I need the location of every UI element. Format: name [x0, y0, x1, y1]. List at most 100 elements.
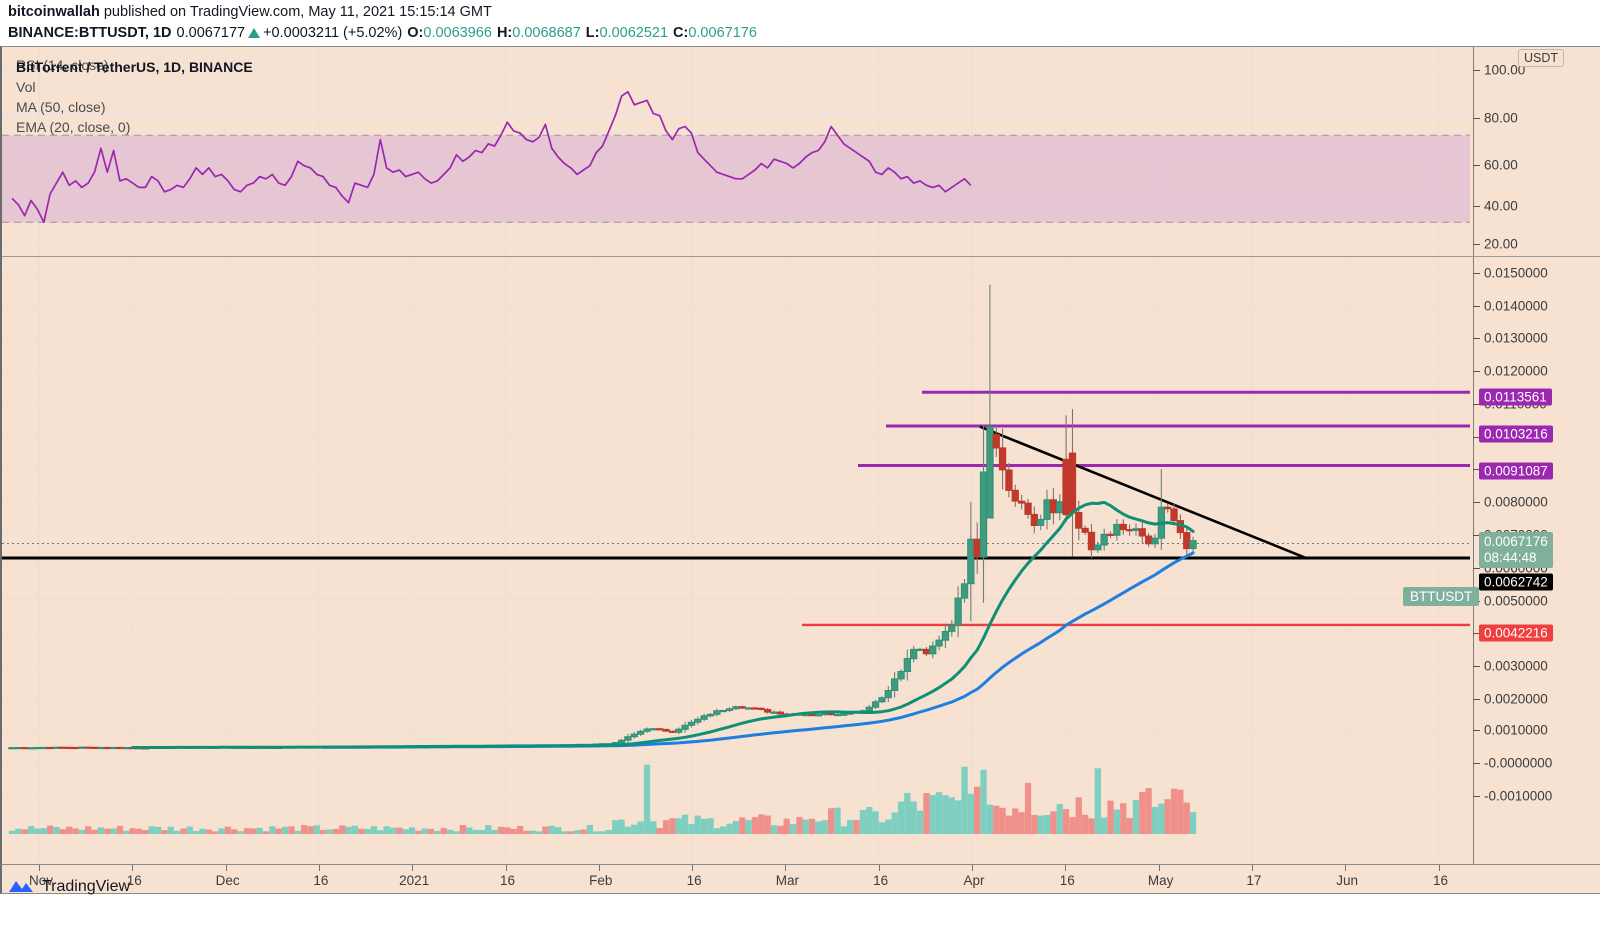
axis-tick	[1473, 306, 1480, 307]
time-axis[interactable]: Nov 16 Dec 16 2021 16 Feb 16 Mar 16 Apr 16 May 17 Jun 1…	[0, 864, 1470, 894]
price-axis-label: -0.0000000	[1484, 755, 1553, 771]
time-axis-label: 16	[686, 873, 702, 888]
rsi-plot	[2, 47, 1470, 256]
rsi-axis-label: 60.00	[1484, 157, 1518, 173]
chart-header: bitcoinwallah published on TradingView.c…	[0, 0, 1600, 46]
axis-tick	[1473, 568, 1480, 569]
chart-shell: RSI (14, close) BitTorrent / TetherUS, 1…	[0, 46, 1600, 894]
time-axis-tick	[1158, 865, 1160, 871]
axis-tick	[1473, 70, 1480, 71]
symbol-label[interactable]: BINANCE:BTTUSDT, 1D	[8, 25, 172, 41]
axis-tick	[1473, 502, 1480, 503]
price-axis-label: 0.0150000	[1484, 265, 1548, 281]
axis-tick	[1473, 699, 1480, 700]
axis-tick	[1473, 404, 1480, 405]
currency-unit-chip: USDT	[1518, 49, 1565, 67]
axis-corner	[1470, 864, 1600, 894]
time-axis-tick	[1251, 865, 1253, 871]
time-axis-tick	[132, 865, 134, 871]
chart-price-tag[interactable]: BTTUSDT	[1403, 587, 1480, 606]
axis-tick	[1473, 206, 1480, 207]
price-axis-label: 0.0120000	[1484, 363, 1548, 379]
tradingview-footer[interactable]: TradingView	[8, 872, 130, 902]
price-axis[interactable]: USDT 100.00 80.00 60.00 40.00 20.00 0.01…	[1470, 46, 1600, 865]
time-axis-label: Nov	[28, 873, 54, 888]
close-key: C:	[673, 25, 689, 41]
author-name: bitcoinwallah	[8, 4, 100, 20]
time-axis-tick	[692, 865, 694, 871]
time-axis-label: 16	[313, 873, 329, 888]
axis-tick	[1473, 796, 1480, 797]
price-axis-label: 0.0140000	[1484, 298, 1548, 314]
tradingview-brand-label: TradingView	[42, 878, 131, 895]
resistance-2-badge[interactable]: 0.0103216	[1479, 425, 1553, 443]
axis-tick	[1473, 118, 1480, 119]
time-axis-label: Apr	[963, 873, 985, 888]
time-axis-tick	[598, 865, 600, 871]
price-plot	[2, 257, 1470, 863]
time-axis-label: 16	[499, 873, 516, 888]
high-key: H:	[496, 25, 513, 41]
time-axis-tick	[972, 865, 973, 871]
time-axis-label: 16	[1432, 873, 1449, 888]
time-axis-label: Feb	[589, 873, 613, 888]
last-price-badge[interactable]: 0.0067176 08:44:48	[1479, 532, 1553, 568]
tradingview-logo-icon	[9, 881, 33, 892]
axis-divider	[1470, 256, 1600, 257]
time-axis-tick	[878, 865, 880, 871]
rsi-axis-label: 40.00	[1484, 198, 1518, 214]
publication-line: bitcoinwallah published on TradingView.c…	[8, 4, 492, 21]
axis-spine	[1473, 47, 1474, 865]
price-axis-label: 0.0080000	[1484, 494, 1548, 510]
price-axis-label: 0.0020000	[1484, 691, 1548, 707]
axis-tick	[1473, 273, 1480, 274]
resistance-1-badge[interactable]: 0.0113561	[1479, 388, 1552, 406]
published-text: published on TradingView.com, May 11, 20…	[99, 4, 492, 20]
price-axis-label: 0.0010000	[1484, 722, 1548, 738]
support-black-badge[interactable]: 0.0062742	[1479, 573, 1553, 591]
symbol-quote-line: BINANCE:BTTUSDT, 1D 0.0067177 +0.0003211 (…	[8, 25, 757, 42]
time-axis-label: Jun	[1336, 873, 1359, 888]
open-key: O:	[407, 25, 424, 41]
rsi-axis-label: 20.00	[1484, 236, 1518, 252]
time-axis-tick	[1438, 865, 1440, 871]
time-axis-tick	[225, 865, 227, 871]
price-axis-label: -0.0010000	[1484, 788, 1553, 804]
last-price-value: 0.0067177	[176, 25, 246, 41]
pane-divider[interactable]	[2, 256, 1470, 257]
open-value: 0.0063966	[423, 25, 492, 41]
low-value: 0.0062521	[599, 25, 669, 41]
axis-tick	[1473, 763, 1480, 764]
axis-tick	[1473, 371, 1480, 372]
chart-panes[interactable]: RSI (14, close) BitTorrent / TetherUS, 1…	[0, 46, 1470, 864]
time-axis-label: 16	[1059, 873, 1075, 888]
rsi-pane[interactable]	[2, 47, 1470, 256]
axis-tick	[1473, 469, 1480, 470]
rsi-axis-label: 80.00	[1484, 110, 1518, 126]
time-axis-tick	[39, 865, 40, 871]
last-price-value: 0.0067176	[1484, 534, 1548, 549]
time-axis-label: Mar	[775, 873, 800, 888]
time-axis-label: 16	[873, 873, 889, 888]
time-axis-label: 17	[1246, 873, 1262, 888]
time-axis-label: 16	[126, 873, 142, 888]
price-pane[interactable]	[2, 257, 1470, 863]
axis-tick	[1473, 666, 1480, 667]
support-red-badge[interactable]: 0.0042216	[1479, 624, 1553, 642]
price-axis-label: 0.0050000	[1484, 593, 1548, 609]
time-axis-tick	[318, 865, 320, 871]
axis-tick	[1473, 244, 1480, 245]
close-value: 0.0067176	[688, 25, 757, 41]
resistance-3-badge[interactable]: 0.0091087	[1479, 462, 1553, 480]
time-axis-tick	[505, 865, 507, 871]
axis-tick	[1473, 338, 1480, 339]
time-axis-label: Dec	[215, 873, 240, 888]
axis-tick	[1473, 165, 1480, 166]
time-axis-tick	[1345, 865, 1347, 871]
axis-tick	[1473, 535, 1480, 536]
low-key: L:	[585, 25, 600, 41]
time-axis-label: May	[1147, 873, 1174, 888]
axis-tick	[1473, 437, 1480, 438]
time-axis-tick	[1065, 865, 1067, 871]
price-axis-label: 0.0030000	[1484, 658, 1548, 674]
